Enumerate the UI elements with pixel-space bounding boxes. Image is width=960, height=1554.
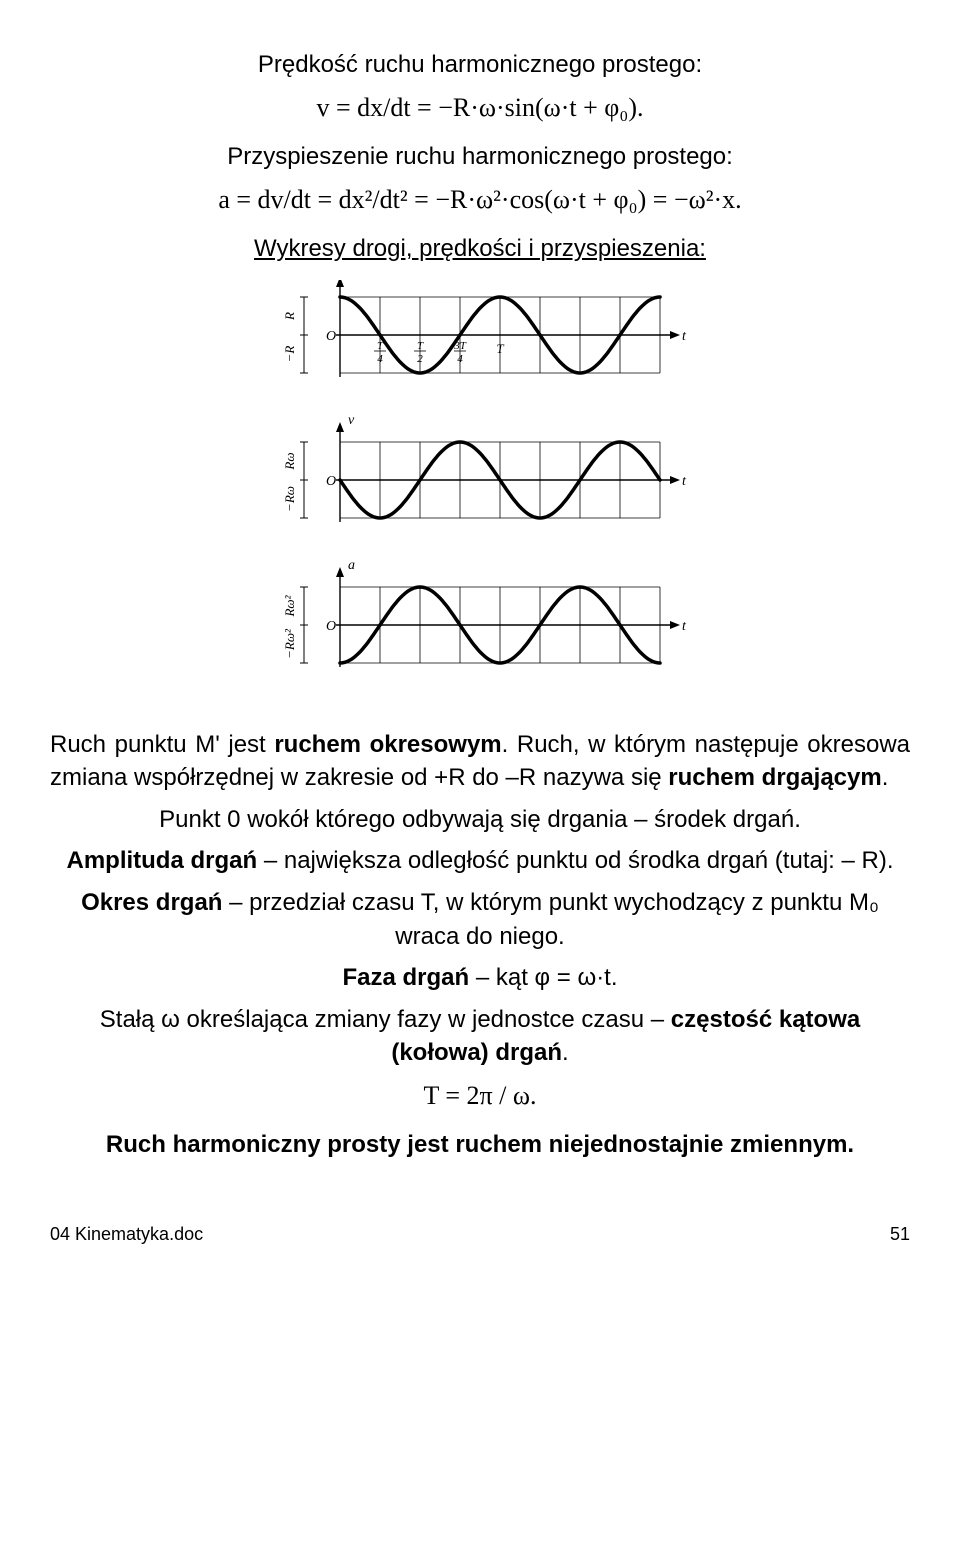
text-bold: Faza drgań bbox=[342, 964, 469, 991]
text: – kąt φ = ω·t. bbox=[469, 964, 617, 991]
footer-page-number: 51 bbox=[890, 1222, 910, 1247]
graphs-heading: Wykresy drogi, prędkości i przyspieszeni… bbox=[50, 232, 910, 266]
svg-text:4: 4 bbox=[377, 353, 383, 365]
svg-text:O: O bbox=[326, 474, 336, 489]
velocity-heading: Prędkość ruchu harmonicznego prostego: bbox=[50, 48, 910, 82]
svg-text:Rω²: Rω² bbox=[282, 594, 297, 617]
svg-text:4: 4 bbox=[457, 353, 463, 365]
svg-text:−Rω²: −Rω² bbox=[282, 628, 297, 659]
accel-heading: Przyspieszenie ruchu harmonicznego prost… bbox=[50, 140, 910, 174]
footer-filename: 04 Kinematyka.doc bbox=[50, 1222, 203, 1247]
text: – największa odległość punktu od środka … bbox=[257, 847, 893, 874]
svg-text:t: t bbox=[682, 474, 687, 489]
svg-text:T: T bbox=[496, 341, 504, 356]
text: Ruch punktu M' jest bbox=[50, 731, 274, 758]
text: Stałą ω określająca zmiany fazy w jednos… bbox=[100, 1006, 671, 1033]
svg-text:O: O bbox=[326, 329, 336, 344]
text-bold: ruchem okresowym bbox=[274, 731, 501, 758]
svg-text:v: v bbox=[348, 413, 355, 428]
paragraph-angular-freq: Stałą ω określająca zmiany fazy w jednos… bbox=[50, 1003, 910, 1070]
text: . bbox=[882, 764, 889, 791]
harmonic-charts: xOtR−RT4T23T4TvOtRω−RωaOtRω²−Rω² bbox=[260, 280, 700, 710]
text-bold: ruchem drgającym bbox=[668, 764, 881, 791]
period-formula: T = 2π / ω. bbox=[50, 1078, 910, 1114]
page-footer: 04 Kinematyka.doc 51 bbox=[50, 1222, 910, 1247]
paragraph-oscillation: Ruch punktu M' jest ruchem okresowym. Ru… bbox=[50, 728, 910, 795]
text: . bbox=[562, 1039, 569, 1066]
svg-text:O: O bbox=[326, 619, 336, 634]
svg-text:−R: −R bbox=[282, 345, 297, 362]
accel-formula: a = dv/dt = dx²/dt² = −R·ω²·cos(ω·t + φ₀… bbox=[50, 182, 910, 218]
svg-text:T: T bbox=[417, 340, 424, 352]
svg-text:2: 2 bbox=[417, 353, 423, 365]
svg-text:t: t bbox=[682, 619, 687, 634]
paragraph-period: Okres drgań – przedział czasu T, w który… bbox=[50, 886, 910, 953]
svg-text:t: t bbox=[682, 329, 687, 344]
text-bold: Amplituda drgań bbox=[66, 847, 257, 874]
paragraph-phase: Faza drgań – kąt φ = ω·t. bbox=[50, 961, 910, 995]
svg-text:Rω: Rω bbox=[282, 452, 297, 470]
paragraph-conclusion: Ruch harmoniczny prosty jest ruchem niej… bbox=[50, 1128, 910, 1162]
svg-text:a: a bbox=[348, 558, 355, 573]
velocity-formula: v = dx/dt = −R·ω·sin(ω·t + φ₀). bbox=[50, 90, 910, 126]
text-bold: Okres drgań bbox=[81, 889, 222, 916]
paragraph-center: Punkt 0 wokół którego odbywają się drgan… bbox=[50, 803, 910, 837]
svg-text:−Rω: −Rω bbox=[282, 486, 297, 512]
paragraph-amplitude: Amplituda drgań – największa odległość p… bbox=[50, 844, 910, 878]
svg-text:R: R bbox=[282, 312, 297, 321]
text: – przedział czasu T, w którym punkt wych… bbox=[222, 889, 878, 950]
charts-container: xOtR−RT4T23T4TvOtRω−RωaOtRω²−Rω² bbox=[50, 280, 910, 710]
svg-text:x: x bbox=[347, 280, 355, 283]
